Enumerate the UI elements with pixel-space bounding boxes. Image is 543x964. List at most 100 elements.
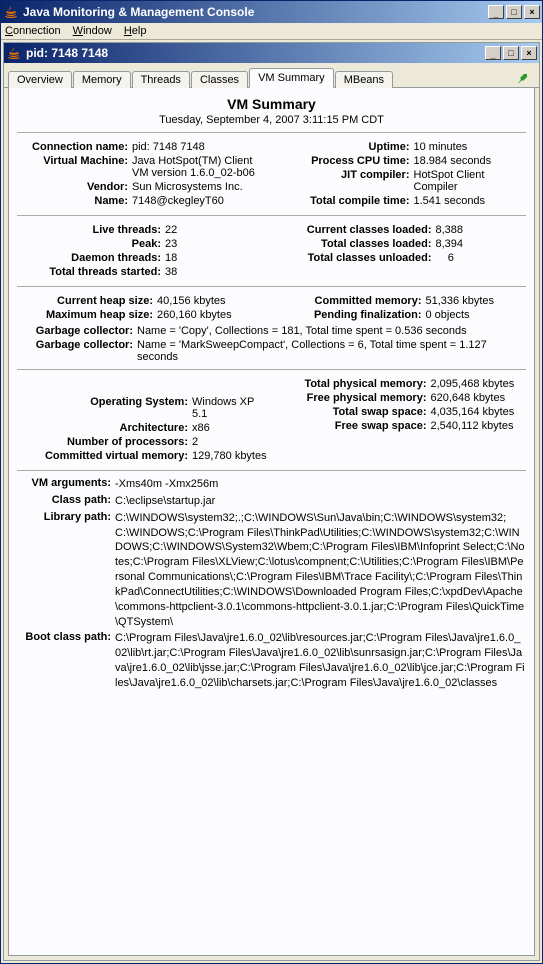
label-name: Name: bbox=[17, 195, 132, 207]
page-datetime: Tuesday, September 4, 2007 3:11:15 PM CD… bbox=[17, 114, 526, 126]
section-os: Operating System:Windows XP 5.1 Architec… bbox=[17, 376, 526, 464]
label-peak: Peak: bbox=[17, 238, 165, 250]
label-fpm: Free physical memory: bbox=[276, 392, 431, 404]
section-heap: Current heap size:40,156 kbytes Maximum … bbox=[17, 293, 526, 323]
value-current-heap: 40,156 kbytes bbox=[157, 295, 268, 307]
value-jit: HotSpot Client Compiler bbox=[414, 169, 527, 193]
java-icon bbox=[6, 45, 22, 61]
vm-summary-content: VM Summary Tuesday, September 4, 2007 3:… bbox=[8, 88, 535, 956]
label-uptime: Uptime: bbox=[276, 141, 414, 153]
label-vm: Virtual Machine: bbox=[17, 155, 132, 167]
label-gc: Garbage collector: bbox=[17, 325, 137, 337]
value-gc2: Name = 'MarkSweepCompact', Collections =… bbox=[137, 339, 526, 363]
value-cpu: 18.984 seconds bbox=[414, 155, 527, 167]
main-window: Java Monitoring & Management Console _ □… bbox=[0, 0, 543, 964]
inner-close-button[interactable]: × bbox=[521, 46, 537, 60]
value-max-heap: 260,160 kbytes bbox=[157, 309, 268, 321]
value-classpath: C:\eclipse\startup.jar bbox=[115, 494, 526, 509]
value-tpm: 2,095,468 kbytes bbox=[431, 378, 527, 390]
label-classpath: Class path: bbox=[17, 494, 115, 506]
java-icon bbox=[3, 4, 19, 20]
label-nproc: Number of processors: bbox=[17, 436, 192, 448]
label-cpu: Process CPU time: bbox=[276, 155, 414, 167]
minimize-button[interactable]: _ bbox=[488, 5, 504, 19]
label-gc: Garbage collector: bbox=[17, 339, 137, 351]
value-live-threads: 22 bbox=[165, 224, 268, 236]
tab-overview[interactable]: Overview bbox=[8, 71, 72, 88]
value-os: Windows XP 5.1 bbox=[192, 396, 268, 420]
value-committed-mem: 51,336 kbytes bbox=[426, 295, 527, 307]
inner-minimize-button[interactable]: _ bbox=[485, 46, 501, 60]
label-classes-loaded: Current classes loaded: bbox=[276, 224, 436, 236]
value-uptime: 10 minutes bbox=[414, 141, 527, 153]
inner-window: pid: 7148 7148 _ □ × Overview Memory Thr… bbox=[3, 42, 540, 961]
value-classes-unloaded: 6 bbox=[436, 252, 527, 264]
titlebar[interactable]: Java Monitoring & Management Console _ □… bbox=[1, 1, 542, 23]
divider bbox=[17, 286, 526, 287]
value-compile: 1.541 seconds bbox=[414, 195, 527, 207]
tab-mbeans[interactable]: MBeans bbox=[335, 71, 393, 88]
tab-memory[interactable]: Memory bbox=[73, 71, 131, 88]
value-vm: Java HotSpot(TM) Client VM version 1.6.0… bbox=[132, 155, 268, 179]
value-classes-loaded: 8,388 bbox=[436, 224, 527, 236]
gc-row-1: Garbage collector:Name = 'Copy', Collect… bbox=[17, 325, 526, 337]
divider bbox=[17, 132, 526, 133]
label-vendor: Vendor: bbox=[17, 181, 132, 193]
label-pending-final: Pending finalization: bbox=[276, 309, 426, 321]
label-total-classes-loaded: Total classes loaded: bbox=[276, 238, 436, 250]
tab-threads[interactable]: Threads bbox=[132, 71, 190, 88]
window-title: Java Monitoring & Management Console bbox=[23, 5, 486, 19]
value-vendor: Sun Microsystems Inc. bbox=[132, 181, 268, 193]
inner-maximize-button[interactable]: □ bbox=[503, 46, 519, 60]
section-connection: Connection name:pid: 7148 7148 Virtual M… bbox=[17, 139, 526, 209]
menubar: Connection Window Help bbox=[1, 23, 542, 40]
value-arch: x86 bbox=[192, 422, 268, 434]
label-compile: Total compile time: bbox=[276, 195, 414, 207]
value-total-classes-loaded: 8,394 bbox=[436, 238, 527, 250]
value-fpm: 620,648 kbytes bbox=[431, 392, 527, 404]
gc-row-2: Garbage collector:Name = 'MarkSweepCompa… bbox=[17, 339, 526, 363]
connection-status-icon bbox=[515, 71, 531, 87]
label-arch: Architecture: bbox=[17, 422, 192, 434]
summary-header: VM Summary Tuesday, September 4, 2007 3:… bbox=[17, 96, 526, 126]
divider bbox=[17, 215, 526, 216]
page-title: VM Summary bbox=[17, 96, 526, 112]
value-peak: 23 bbox=[165, 238, 268, 250]
value-gc1: Name = 'Copy', Collections = 181, Total … bbox=[137, 325, 526, 337]
label-libpath: Library path: bbox=[17, 511, 115, 523]
label-live-threads: Live threads: bbox=[17, 224, 165, 236]
label-bootpath: Boot class path: bbox=[17, 631, 115, 643]
label-daemon: Daemon threads: bbox=[17, 252, 165, 264]
value-connection-name: pid: 7148 7148 bbox=[132, 141, 268, 153]
menu-connection[interactable]: Connection bbox=[5, 25, 61, 37]
value-vmargs: -Xms40m -Xmx256m bbox=[115, 477, 526, 492]
value-started: 38 bbox=[165, 266, 268, 278]
label-current-heap: Current heap size: bbox=[17, 295, 157, 307]
value-libpath: C:\WINDOWS\system32;.;C:\WINDOWS\Sun\Jav… bbox=[115, 511, 526, 630]
divider bbox=[17, 470, 526, 471]
label-os: Operating System: bbox=[17, 396, 192, 408]
value-nproc: 2 bbox=[192, 436, 268, 448]
section-paths: VM arguments:-Xms40m -Xmx256m Class path… bbox=[17, 477, 526, 691]
inner-title: pid: 7148 7148 bbox=[26, 46, 483, 60]
value-bootpath: C:\Program Files\Java\jre1.6.0_02\lib\re… bbox=[115, 631, 526, 690]
menu-help[interactable]: Help bbox=[124, 25, 147, 37]
label-connection-name: Connection name: bbox=[17, 141, 132, 153]
value-tss: 4,035,164 kbytes bbox=[431, 406, 527, 418]
label-tpm: Total physical memory: bbox=[276, 378, 431, 390]
label-committed-mem: Committed memory: bbox=[276, 295, 426, 307]
inner-titlebar[interactable]: pid: 7148 7148 _ □ × bbox=[4, 43, 539, 63]
menu-window[interactable]: Window bbox=[73, 25, 112, 37]
value-fss: 2,540,112 kbytes bbox=[431, 420, 527, 432]
value-name: 7148@ckegleyT60 bbox=[132, 195, 268, 207]
maximize-button[interactable]: □ bbox=[506, 5, 522, 19]
label-cvm: Committed virtual memory: bbox=[17, 450, 192, 462]
close-button[interactable]: × bbox=[524, 5, 540, 19]
section-threads: Live threads:22 Peak:23 Daemon threads:1… bbox=[17, 222, 526, 280]
tab-classes[interactable]: Classes bbox=[191, 71, 248, 88]
label-fss: Free swap space: bbox=[276, 420, 431, 432]
tabs: Overview Memory Threads Classes VM Summa… bbox=[4, 63, 539, 88]
tab-vm-summary[interactable]: VM Summary bbox=[249, 68, 334, 88]
label-vmargs: VM arguments: bbox=[17, 477, 115, 489]
label-started: Total threads started: bbox=[17, 266, 165, 278]
